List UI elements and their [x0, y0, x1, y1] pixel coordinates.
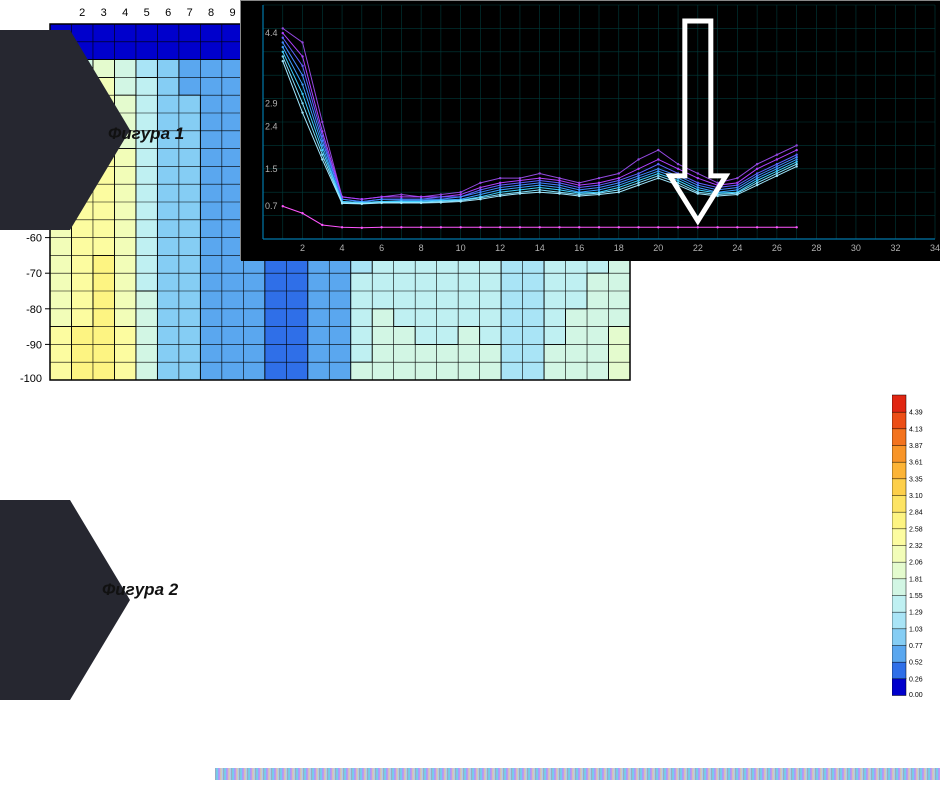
svg-text:22: 22 — [693, 243, 703, 253]
svg-text:0.26: 0.26 — [909, 676, 923, 683]
svg-text:-90: -90 — [26, 339, 42, 351]
svg-text:3.10: 3.10 — [909, 493, 923, 500]
noise-bar — [215, 768, 940, 780]
svg-text:12: 12 — [495, 243, 505, 253]
svg-text:4: 4 — [122, 7, 128, 19]
figure1-label: Фигура 1 — [108, 124, 184, 144]
wedge-decor-1 — [0, 30, 70, 230]
svg-text:2.9: 2.9 — [265, 98, 278, 108]
svg-text:1.29: 1.29 — [909, 610, 923, 617]
svg-text:10: 10 — [456, 243, 466, 253]
svg-text:4: 4 — [340, 243, 345, 253]
line-chart: 0.71.52.42.94.42468101214161820222426283… — [240, 0, 940, 260]
svg-text:8: 8 — [208, 7, 214, 19]
svg-text:9: 9 — [230, 7, 236, 19]
svg-text:16: 16 — [574, 243, 584, 253]
svg-text:18: 18 — [614, 243, 624, 253]
svg-text:6: 6 — [379, 243, 384, 253]
svg-text:0.77: 0.77 — [909, 643, 923, 650]
svg-text:1.55: 1.55 — [909, 593, 923, 600]
wedge-decor-2 — [0, 500, 70, 700]
svg-text:6: 6 — [165, 7, 171, 19]
svg-text:2: 2 — [300, 243, 305, 253]
svg-text:1.81: 1.81 — [909, 576, 923, 583]
svg-text:2.4: 2.4 — [265, 122, 278, 132]
svg-text:0.52: 0.52 — [909, 660, 923, 667]
svg-text:3.61: 3.61 — [909, 460, 923, 467]
svg-text:4.39: 4.39 — [909, 410, 923, 417]
svg-text:28: 28 — [811, 243, 821, 253]
svg-text:3: 3 — [101, 7, 107, 19]
svg-text:30: 30 — [851, 243, 861, 253]
svg-text:0.00: 0.00 — [909, 692, 923, 699]
svg-text:5: 5 — [144, 7, 150, 19]
contour-legend: 0.26 0.52 0.77 1.03 1.29 1.55 1.81 2.06 2.32 2.58… — [892, 390, 930, 700]
svg-text:-100: -100 — [20, 373, 42, 385]
svg-text:32: 32 — [890, 243, 900, 253]
svg-text:1.03: 1.03 — [909, 626, 923, 633]
svg-text:24: 24 — [732, 243, 742, 253]
svg-text:3.35: 3.35 — [909, 476, 923, 483]
svg-text:4.13: 4.13 — [909, 426, 923, 433]
svg-text:26: 26 — [772, 243, 782, 253]
svg-text:1.5: 1.5 — [265, 164, 278, 174]
svg-text:20: 20 — [653, 243, 663, 253]
svg-text:2.32: 2.32 — [909, 543, 923, 550]
svg-text:4.4: 4.4 — [265, 28, 278, 38]
svg-text:-60: -60 — [26, 233, 42, 245]
svg-text:14: 14 — [535, 243, 545, 253]
svg-text:34: 34 — [930, 243, 940, 253]
svg-text:8: 8 — [419, 243, 424, 253]
svg-text:3.87: 3.87 — [909, 443, 923, 450]
svg-text:0.7: 0.7 — [265, 201, 278, 211]
svg-text:7: 7 — [187, 7, 193, 19]
svg-text:2.06: 2.06 — [909, 560, 923, 567]
figure2-label: Фигура 2 — [102, 580, 178, 600]
svg-text:-80: -80 — [26, 304, 42, 316]
svg-text:2.58: 2.58 — [909, 526, 923, 533]
svg-text:-70: -70 — [26, 268, 42, 280]
svg-text:2: 2 — [79, 7, 85, 19]
svg-text:2.84: 2.84 — [909, 510, 923, 517]
